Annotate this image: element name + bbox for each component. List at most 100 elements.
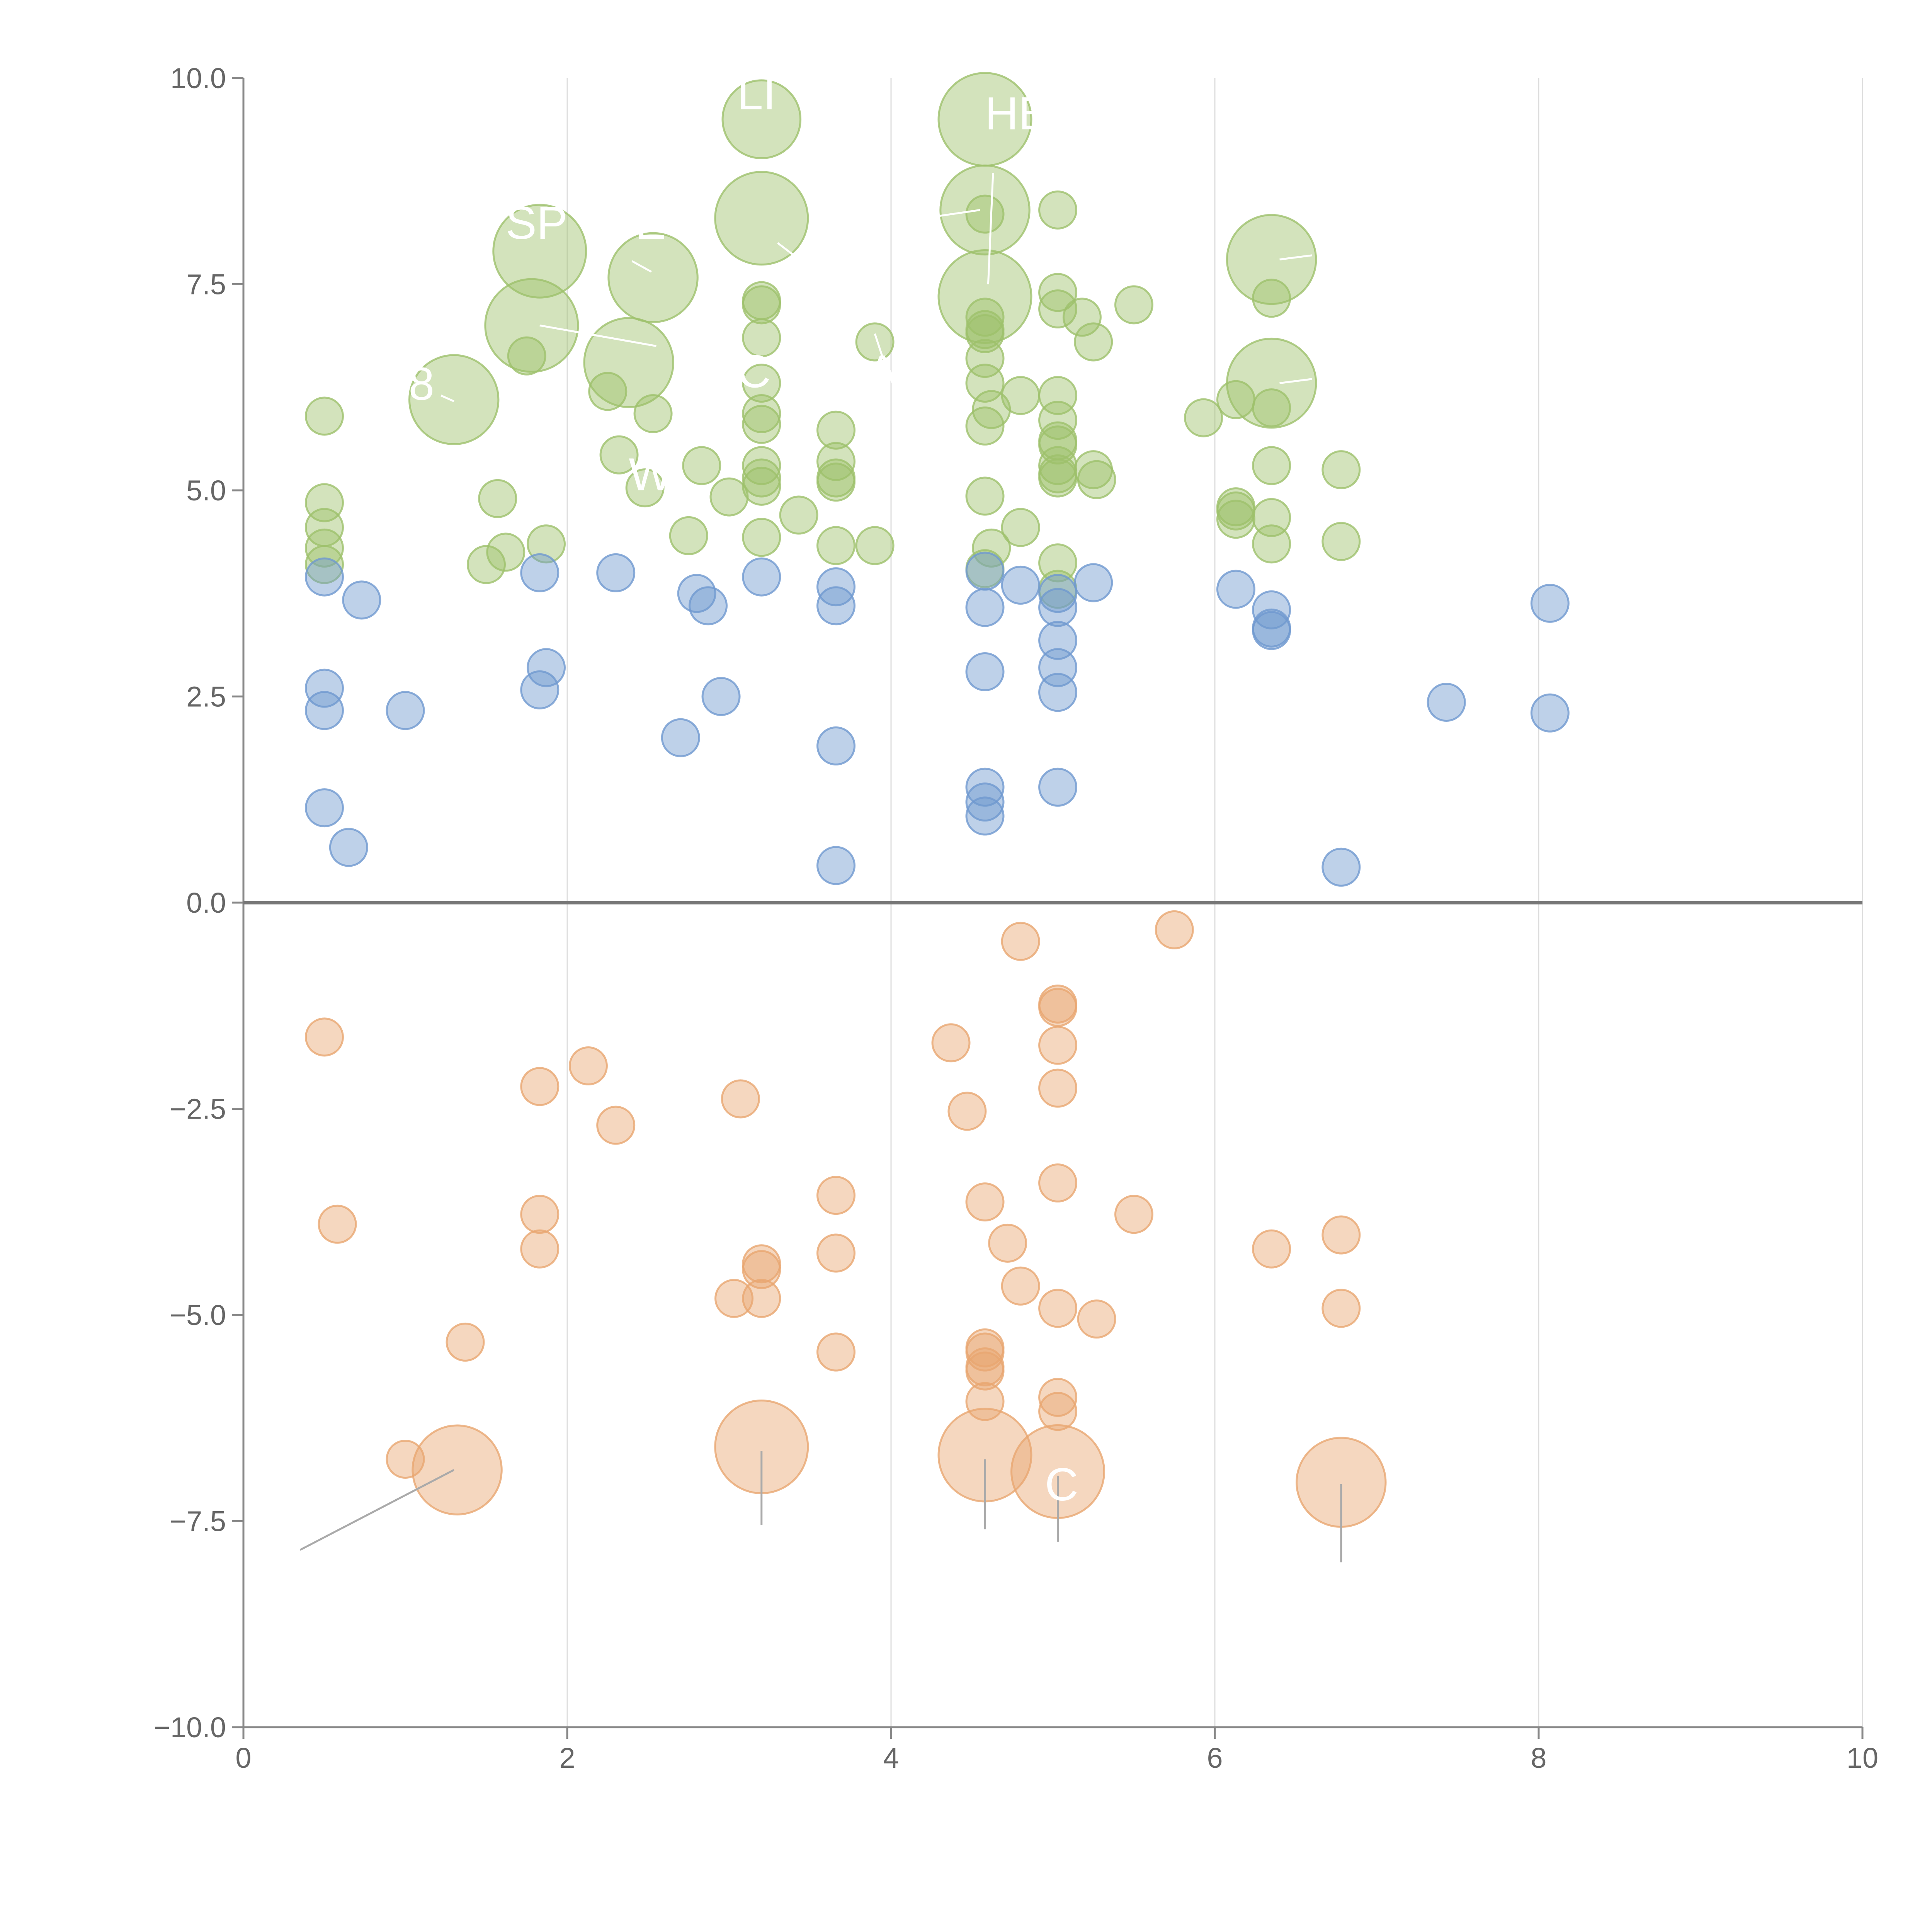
x-tick-label: 8 — [1531, 1742, 1546, 1774]
point-label: E — [635, 197, 666, 249]
bubble-blue — [701, 677, 741, 716]
bubble-green — [1321, 522, 1361, 561]
bubble-green — [1038, 425, 1078, 465]
bubble-orange — [1038, 988, 1078, 1027]
bubble-orange — [816, 1233, 856, 1273]
bubble-green — [721, 79, 802, 160]
bubble-orange — [1038, 1289, 1078, 1328]
bubble-blue — [596, 553, 636, 592]
bubble-green — [486, 532, 526, 572]
point-label: W — [629, 449, 672, 500]
bubble-green — [1038, 190, 1078, 230]
y-tick-label: −5.0 — [170, 1299, 226, 1331]
bubble-orange — [721, 1079, 760, 1119]
bubble-green — [507, 336, 546, 376]
bubble-blue — [1427, 682, 1466, 722]
y-tick-label: 2.5 — [186, 681, 226, 713]
bubble-green — [1252, 446, 1291, 485]
bubble-blue — [965, 588, 1005, 627]
bubble-green — [625, 468, 665, 508]
bubble-orange — [520, 1229, 560, 1269]
bubble-blue — [661, 718, 700, 757]
bubble-orange — [714, 1279, 754, 1318]
leader-line — [1279, 378, 1312, 384]
bubble-green — [742, 446, 781, 485]
bubble-orange — [412, 1424, 503, 1515]
annotation-leader-lines — [299, 173, 1342, 1563]
x-tick-label: 2 — [559, 1742, 575, 1774]
bubble-green — [1038, 289, 1078, 329]
bubble-orange — [1321, 1215, 1361, 1255]
bubble-green — [1114, 285, 1153, 325]
bubble-orange — [931, 1023, 971, 1063]
bubble-orange — [1038, 1026, 1078, 1065]
point-label: C — [737, 345, 771, 397]
bubble-blue — [1038, 621, 1078, 660]
bubble-green — [1001, 376, 1040, 415]
bubble-green — [1074, 322, 1113, 362]
bubble-blue — [1321, 847, 1361, 887]
bubble-orange — [742, 1279, 781, 1318]
bubble-green — [484, 278, 579, 373]
bubble-blue — [1038, 673, 1078, 712]
point-label: HB — [985, 87, 1049, 139]
bubble-orange — [596, 1105, 636, 1145]
bubble-green — [408, 354, 500, 445]
point-label: 8 — [408, 358, 434, 410]
bubble-blue — [520, 553, 560, 592]
bubble-green — [742, 318, 781, 357]
leader-line — [440, 395, 454, 402]
bubble-green — [588, 372, 628, 411]
bubble-green — [972, 390, 1011, 429]
y-tick-label: 10.0 — [170, 62, 226, 94]
bubble-blue — [305, 691, 344, 730]
bubble-green — [742, 364, 781, 403]
bubble-green — [1252, 388, 1291, 428]
bubble-green — [305, 396, 344, 436]
bubble-green — [1226, 337, 1317, 429]
leader-line — [923, 209, 980, 219]
data-points — [305, 72, 1570, 1528]
bubble-green — [816, 463, 856, 502]
bubble-blue — [329, 828, 368, 867]
bubble-orange — [965, 1182, 1005, 1222]
bubble-green — [492, 204, 587, 299]
bubble-green — [633, 394, 673, 434]
annotation-labels: LI HB SP E 8 C A W C — [408, 68, 1078, 1510]
point-label: SP — [506, 197, 568, 249]
y-tick-label: 0.0 — [186, 887, 226, 919]
bubble-green — [965, 476, 1005, 516]
bubble-green — [1062, 298, 1102, 337]
bubble-blue — [965, 551, 1005, 591]
bubble-orange — [1038, 1068, 1078, 1108]
bubble-green — [1184, 398, 1223, 437]
bubble-green — [972, 528, 1011, 568]
bubble-orange — [1321, 1289, 1361, 1328]
bubble-green — [669, 516, 708, 555]
bubble-orange — [1001, 1266, 1040, 1306]
bubble-blue — [1001, 565, 1040, 605]
bubble-green — [742, 458, 781, 498]
bubble-blue — [386, 691, 425, 730]
bubble-blue — [1038, 574, 1078, 613]
bubble-orange — [446, 1322, 485, 1362]
bubble-orange — [965, 1382, 1005, 1421]
bubble-orange — [1038, 1378, 1078, 1417]
bubble-orange — [988, 1223, 1027, 1263]
bubble-blue — [342, 580, 381, 620]
y-tick-label: −10.0 — [154, 1711, 226, 1743]
bubble-green — [305, 528, 344, 568]
bubble-orange — [1077, 1299, 1116, 1339]
bubble-orange — [1038, 1163, 1078, 1203]
bubble-blue — [1074, 563, 1113, 602]
point-label: C — [1045, 1459, 1078, 1510]
bubble-blue — [305, 788, 344, 828]
leader-line — [299, 1469, 454, 1551]
bubble-orange — [1155, 910, 1194, 949]
x-tick-label: 6 — [1207, 1742, 1223, 1774]
bubble-blue — [1252, 611, 1291, 650]
leader-line — [631, 260, 652, 273]
bubble-green — [714, 171, 809, 266]
bubble-blue — [816, 846, 856, 885]
